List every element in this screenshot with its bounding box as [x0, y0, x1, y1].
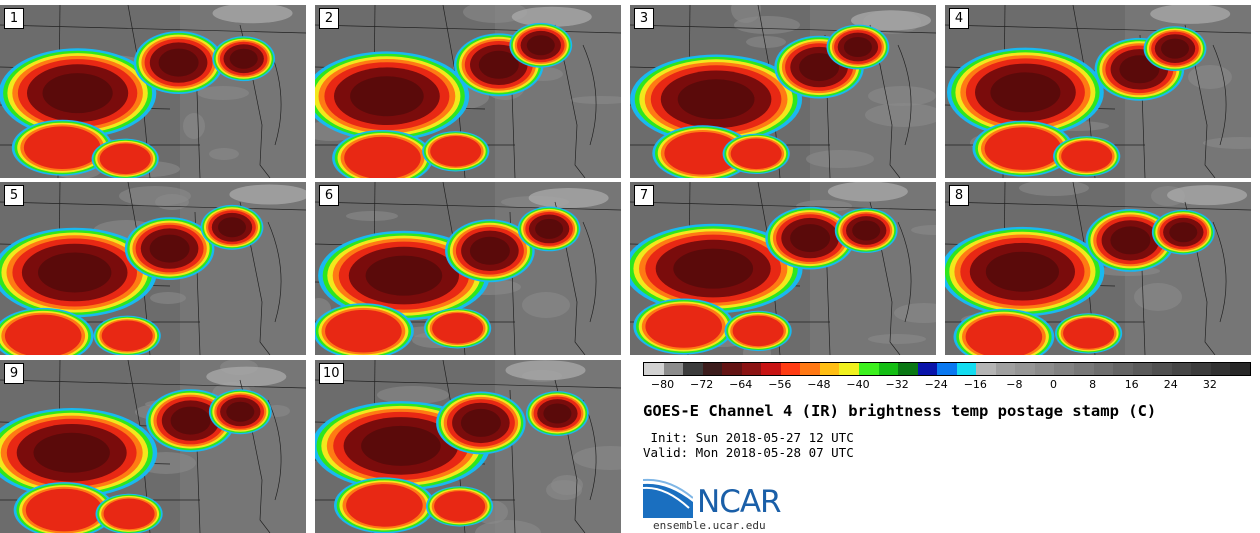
colorbar-swatch	[937, 363, 957, 375]
satellite-map	[0, 5, 306, 178]
colorbar-swatch	[741, 363, 762, 375]
colorbar-swatch	[780, 363, 801, 375]
panel-label: 3	[634, 8, 654, 29]
colorbar-swatch	[1152, 363, 1172, 375]
colorbar-swatch	[1015, 363, 1035, 375]
panel-label: 1	[4, 8, 24, 29]
colorbar-swatch	[839, 363, 860, 375]
member-panel-1: 1	[0, 5, 306, 178]
figure-title: GOES-E Channel 4 (IR) brightness temp po…	[643, 402, 1157, 420]
ncar-logo: NCAR	[643, 478, 793, 520]
member-panel-4: 4	[945, 5, 1251, 178]
colorbar-tick-label: −80	[650, 378, 675, 391]
satellite-map	[0, 182, 306, 355]
member-panel-6: 6	[315, 182, 621, 355]
source-url: ensemble.ucar.edu	[653, 519, 766, 532]
member-panel-10: 10	[315, 360, 621, 533]
colorbar-tick-label: −72	[689, 378, 714, 391]
colorbar-swatch	[878, 363, 899, 375]
member-panel-5: 5	[0, 182, 306, 355]
colorbar-swatch	[1210, 363, 1231, 375]
member-panel-8: 8	[945, 182, 1251, 355]
ncar-logo-mark-icon	[643, 478, 693, 518]
panel-label: 2	[319, 8, 339, 29]
satellite-map	[0, 360, 306, 533]
colorbar-swatch	[644, 363, 664, 375]
colorbar-swatch	[1132, 363, 1153, 375]
colorbar-swatch	[1230, 363, 1250, 375]
colorbar-swatch	[819, 363, 840, 375]
colorbar-swatch	[917, 363, 938, 375]
colorbar-tick-label: 32	[1202, 378, 1217, 391]
satellite-map	[315, 5, 621, 178]
colorbar	[643, 362, 1251, 376]
init-time: Init: Sun 2018-05-27 12 UTC	[643, 430, 854, 445]
satellite-map	[945, 5, 1251, 178]
colorbar-swatch	[956, 363, 977, 375]
member-panel-2: 2	[315, 5, 621, 178]
colorbar-swatch	[702, 363, 723, 375]
colorbar-ticks: −80 −72 −64 −56 −48 −40 −32 −24 −16 −8 0 8 16 24 32	[643, 378, 1249, 392]
colorbar-tick-label: 16	[1124, 378, 1139, 391]
satellite-map	[630, 5, 936, 178]
colorbar-swatch	[976, 363, 996, 375]
panel-label: 4	[949, 8, 969, 29]
colorbar-swatch	[1191, 363, 1211, 375]
satellite-map	[630, 182, 936, 355]
colorbar-swatch	[1093, 363, 1114, 375]
colorbar-tick-label: 0	[1050, 378, 1057, 391]
colorbar-swatch	[761, 363, 781, 375]
colorbar-swatch	[1034, 363, 1055, 375]
colorbar-swatch	[722, 363, 742, 375]
member-panel-7: 7	[630, 182, 936, 355]
colorbar-tick-label: 8	[1089, 378, 1097, 391]
ncar-logo-text: NCAR	[697, 484, 782, 520]
colorbar-tick-label: −8	[1006, 378, 1023, 391]
colorbar-swatch	[1113, 363, 1133, 375]
colorbar-tick-label: −40	[846, 378, 870, 391]
member-panel-9: 9	[0, 360, 306, 533]
panel-label: 8	[949, 185, 969, 206]
colorbar-tick-label: −64	[729, 378, 753, 391]
colorbar-swatch	[663, 363, 684, 375]
satellite-map	[945, 182, 1251, 355]
satellite-map	[315, 360, 621, 533]
valid-time: Valid: Mon 2018-05-28 07 UTC	[643, 445, 854, 460]
panel-label: 5	[4, 185, 24, 206]
colorbar-tick-label: 24	[1163, 378, 1178, 391]
colorbar-tick-label: −48	[807, 378, 831, 391]
member-panel-3: 3	[630, 5, 936, 178]
colorbar-tick-label: −56	[768, 378, 792, 391]
colorbar-swatch	[683, 363, 703, 375]
panel-label: 9	[4, 363, 24, 384]
panel-label: 10	[319, 363, 344, 384]
colorbar-swatch	[859, 363, 879, 375]
colorbar-swatch	[898, 363, 918, 375]
colorbar-swatch	[1171, 363, 1192, 375]
colorbar-swatch	[1074, 363, 1094, 375]
satellite-map	[315, 182, 621, 355]
colorbar-tick-label: −16	[963, 378, 987, 391]
colorbar-swatch	[1054, 363, 1075, 375]
panel-label: 7	[634, 185, 654, 206]
colorbar-swatch	[995, 363, 1016, 375]
colorbar-tick-label: −24	[924, 378, 948, 391]
panel-label: 6	[319, 185, 339, 206]
colorbar-tick-label: −32	[885, 378, 909, 391]
colorbar-swatch	[800, 363, 820, 375]
